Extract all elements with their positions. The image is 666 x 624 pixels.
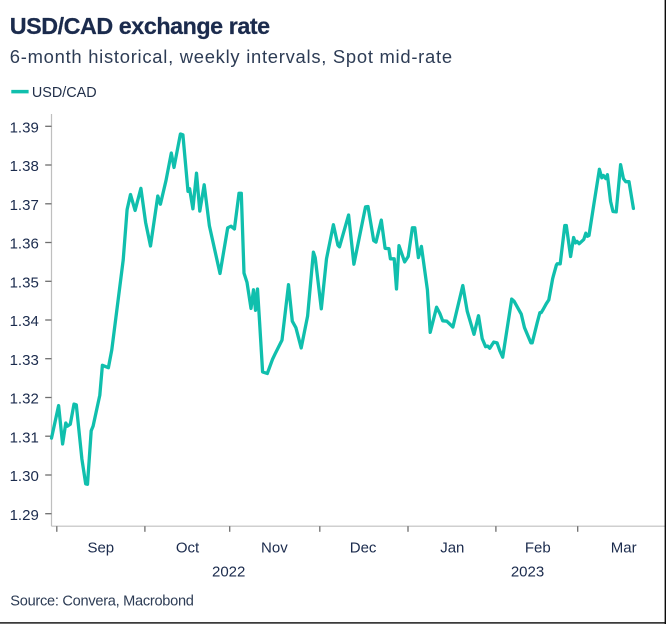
svg-text:1.29: 1.29 xyxy=(10,507,39,524)
svg-text:Oct: Oct xyxy=(176,539,200,556)
svg-text:1.32: 1.32 xyxy=(10,391,39,408)
svg-text:1.36: 1.36 xyxy=(10,236,39,253)
svg-text:2023: 2023 xyxy=(511,563,544,580)
svg-text:Source: Convera, Macrobond: Source: Convera, Macrobond xyxy=(10,593,194,609)
svg-text:USD/CAD: USD/CAD xyxy=(32,85,97,101)
svg-text:Sep: Sep xyxy=(87,539,114,556)
svg-text:1.31: 1.31 xyxy=(10,429,39,446)
svg-text:1.35: 1.35 xyxy=(10,275,39,292)
svg-text:1.34: 1.34 xyxy=(10,313,39,330)
svg-text:Mar: Mar xyxy=(611,539,637,556)
svg-text:Jan: Jan xyxy=(440,539,464,556)
svg-text:1.30: 1.30 xyxy=(10,468,39,485)
svg-text:Dec: Dec xyxy=(350,539,377,556)
svg-text:1.33: 1.33 xyxy=(10,352,39,369)
svg-text:1.37: 1.37 xyxy=(10,197,39,214)
svg-text:6-month historical, weekly int: 6-month historical, weekly intervals, Sp… xyxy=(10,46,453,67)
svg-text:Nov: Nov xyxy=(261,539,288,556)
svg-text:1.39: 1.39 xyxy=(10,120,39,137)
svg-text:Feb: Feb xyxy=(525,539,551,556)
svg-text:1.38: 1.38 xyxy=(10,158,39,175)
svg-text:USD/CAD exchange rate: USD/CAD exchange rate xyxy=(10,13,270,39)
svg-text:2022: 2022 xyxy=(212,563,245,580)
